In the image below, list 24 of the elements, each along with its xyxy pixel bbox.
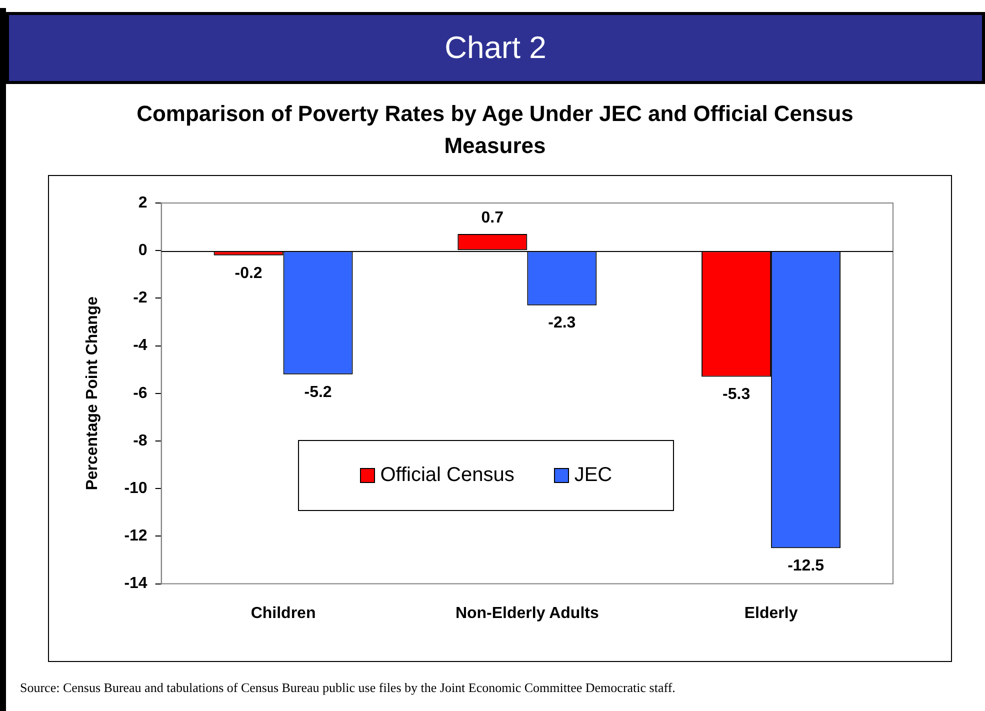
y-tick-label: -8 xyxy=(133,432,148,450)
y-tick-label: 2 xyxy=(138,194,148,212)
y-tick-label: -10 xyxy=(124,480,148,498)
y-tick-label: -12 xyxy=(124,528,148,545)
data-label: -5.3 xyxy=(722,386,750,404)
data-label: -2.3 xyxy=(548,314,576,332)
chart-title: Comparison of Poverty Rates by Age Under JEC and Official Census Measures xyxy=(136,100,854,160)
source-note: Source: Census Bureau and tabulations of Census Bureau public use files by the Joint Economic Committee Democratic staff. xyxy=(20,680,676,696)
y-tick-label: -4 xyxy=(133,337,148,354)
data-label: -0.2 xyxy=(234,264,262,282)
legend-label: Official Census xyxy=(379,464,514,487)
data-label: -12.5 xyxy=(788,558,824,575)
x-tick-label: Elderly xyxy=(744,604,798,622)
caption: Chart 2 xyxy=(6,12,985,84)
data-label: 0.7 xyxy=(481,209,504,226)
data-label: -5.2 xyxy=(304,384,332,401)
y-tick-label: -2 xyxy=(133,290,148,307)
y-axis-title: Percentage Point Change xyxy=(84,296,102,490)
y-tick-label: -6 xyxy=(133,384,148,402)
y-tick-label: -14 xyxy=(124,575,148,592)
legend-label: JEC xyxy=(573,464,612,487)
y-tick-label: 0 xyxy=(138,242,148,260)
x-tick-label: Children xyxy=(250,604,316,622)
x-tick-label: Non-Elderly Adults xyxy=(455,604,599,622)
